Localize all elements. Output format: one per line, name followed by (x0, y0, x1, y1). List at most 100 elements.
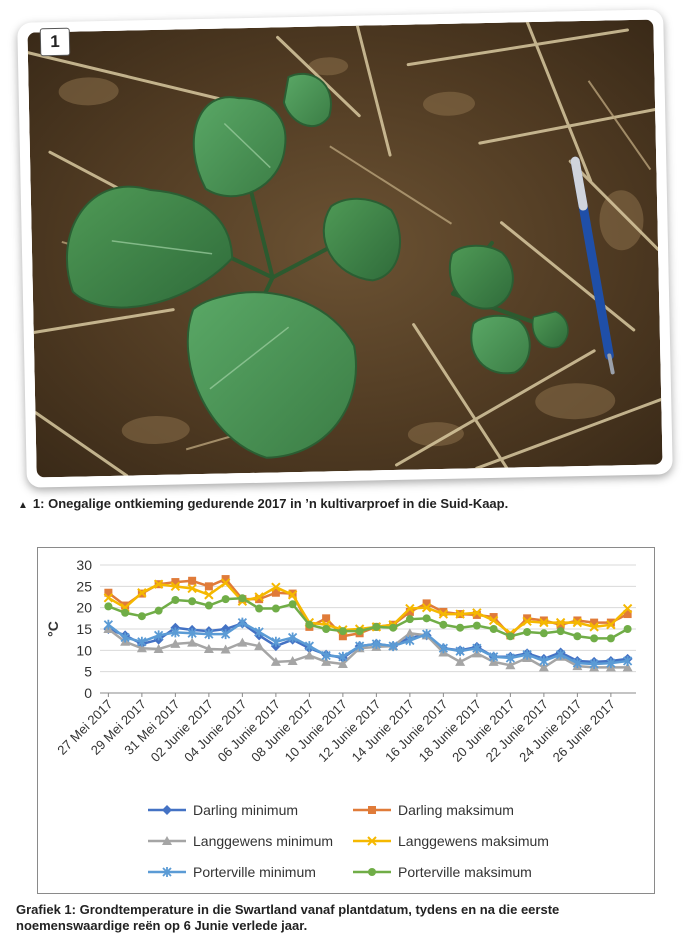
data-point-langgewens-minimum (170, 638, 181, 648)
data-point-langgewens-maksimum (606, 620, 616, 630)
data-point-langgewens-minimum (270, 656, 281, 666)
data-point-porterville-maksimum (489, 625, 498, 633)
data-point-langgewens-maksimum (220, 578, 231, 588)
data-point-darling-maksimum (623, 610, 632, 619)
series-line-langgewens-minimum (107, 628, 628, 669)
data-point-porterville-minimum (287, 632, 298, 643)
data-point-porterville-minimum (572, 658, 583, 669)
data-point-porterville-maksimum (523, 627, 532, 636)
data-point-langgewens-minimum (304, 650, 315, 660)
data-point-darling-maksimum (606, 618, 615, 627)
data-point-porterville-maksimum (171, 595, 180, 604)
legend-item-langgewens-maksimum: Langgewens maksimum (353, 833, 549, 849)
legend-item-porterville-minimum: Porterville minimum (148, 864, 316, 880)
data-point-langgewens-minimum (220, 644, 231, 654)
y-tick-label: 25 (76, 578, 92, 594)
legend-item-langgewens-minimum: Langgewens minimum (148, 833, 333, 849)
data-point-porterville-minimum (505, 653, 516, 664)
data-point-langgewens-maksimum (572, 617, 583, 628)
data-point-porterville-maksimum (255, 604, 264, 613)
data-point-darling-maksimum (221, 575, 230, 584)
data-point-porterville-minimum (388, 641, 398, 652)
field-photo-illustration (27, 19, 663, 478)
data-point-langgewens-maksimum (438, 609, 449, 619)
data-point-porterville-maksimum (154, 606, 163, 615)
data-point-porterville-minimum (371, 638, 382, 649)
y-tick-label: 20 (76, 600, 92, 616)
data-point-porterville-maksimum (104, 602, 113, 611)
data-point-porterville-maksimum (238, 594, 247, 603)
data-point-langgewens-maksimum (187, 583, 197, 594)
data-point-porterville-minimum (354, 641, 365, 652)
data-point-porterville-maksimum (305, 620, 314, 629)
data-point-langgewens-minimum (153, 644, 164, 654)
data-point-darling-maksimum (590, 618, 599, 627)
data-point-porterville-maksimum (322, 625, 331, 633)
photo-number-badge: 1 (39, 27, 71, 57)
data-point-porterville-minimum (488, 651, 499, 662)
data-point-langgewens-maksimum (455, 609, 465, 619)
series-porterville-maksimum (104, 594, 632, 643)
data-point-porterville-minimum (338, 651, 348, 662)
data-point-langgewens-maksimum (137, 588, 147, 598)
data-point-darling-maksimum (104, 588, 113, 597)
y-tick-label: 10 (76, 642, 92, 658)
legend-label: Darling minimum (193, 802, 298, 818)
series-line-porterville-minimum (107, 621, 628, 666)
data-point-porterville-minimum (438, 643, 449, 654)
legend-label: Darling maksimum (398, 802, 514, 818)
data-point-langgewens-maksimum (204, 590, 214, 600)
data-point-langgewens-minimum (203, 644, 214, 654)
data-point-porterville-minimum (589, 658, 599, 669)
data-point-porterville-minimum (254, 626, 264, 637)
legend-swatch-marker (162, 867, 172, 877)
legend-swatch-marker (162, 805, 172, 815)
data-point-porterville-maksimum (137, 612, 146, 621)
data-point-langgewens-minimum (505, 660, 516, 670)
data-point-porterville-maksimum (389, 623, 398, 632)
data-point-porterville-minimum (539, 656, 549, 666)
data-point-porterville-maksimum (372, 622, 381, 631)
chart-series (103, 575, 633, 672)
data-point-darling-maksimum (539, 616, 548, 625)
data-point-darling-maksimum (322, 614, 331, 623)
data-point-langgewens-maksimum (622, 603, 633, 614)
y-tick-label: 15 (76, 621, 92, 637)
data-point-porterville-minimum (405, 635, 415, 646)
data-point-langgewens-minimum (404, 628, 415, 638)
legend-swatch-marker (367, 836, 377, 846)
data-point-darling-maksimum (523, 614, 532, 623)
data-point-porterville-maksimum (121, 608, 130, 617)
data-point-porterville-minimum (220, 629, 231, 640)
data-point-darling-maksimum (405, 607, 414, 616)
data-point-porterville-minimum (455, 646, 465, 657)
data-point-porterville-minimum (321, 650, 331, 661)
data-point-porterville-minimum (204, 629, 214, 640)
data-point-langgewens-maksimum (472, 608, 482, 618)
legend-label: Porterville minimum (193, 864, 316, 880)
data-point-porterville-minimum (103, 619, 114, 630)
data-point-porterville-minimum (153, 630, 164, 641)
data-point-langgewens-maksimum (254, 592, 264, 602)
data-point-porterville-maksimum (456, 623, 465, 632)
y-tick-label: 0 (84, 685, 92, 701)
data-point-darling-maksimum (121, 601, 130, 610)
data-point-darling-maksimum (171, 578, 180, 587)
y-tick-label: 5 (84, 664, 92, 680)
data-point-porterville-maksimum (422, 614, 431, 623)
data-point-langgewens-minimum (136, 643, 147, 653)
data-point-darling-maksimum (255, 595, 264, 604)
data-point-langgewens-minimum (254, 641, 265, 651)
data-point-porterville-maksimum (288, 600, 297, 609)
data-point-porterville-maksimum (405, 615, 414, 624)
data-point-langgewens-maksimum (287, 590, 298, 600)
data-point-darling-maksimum (271, 588, 280, 597)
photo-frame (17, 9, 673, 488)
data-point-porterville-maksimum (506, 632, 515, 641)
cultivar-field-photo (27, 19, 663, 478)
data-point-porterville-minimum (120, 632, 130, 643)
legend-swatch-marker (368, 868, 376, 876)
data-point-langgewens-maksimum (170, 581, 181, 592)
data-point-porterville-maksimum (338, 627, 347, 636)
data-point-langgewens-maksimum (555, 617, 566, 628)
